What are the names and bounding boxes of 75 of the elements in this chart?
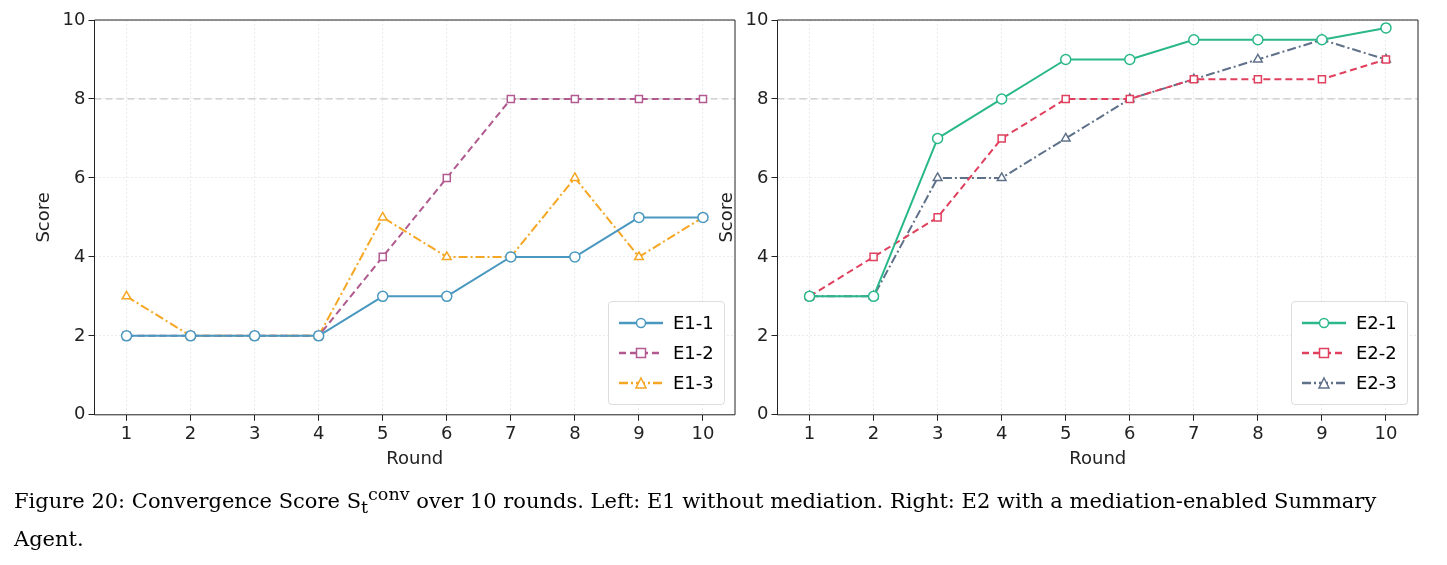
point — [997, 134, 1006, 143]
point — [442, 173, 452, 183]
y-tick-label: 6 — [757, 165, 769, 187]
point — [569, 172, 580, 182]
point — [1380, 22, 1392, 34]
point — [1061, 94, 1071, 104]
point — [1317, 74, 1327, 84]
point — [1252, 33, 1264, 46]
point — [378, 252, 388, 262]
x-axis-title: Round — [386, 446, 444, 468]
point — [869, 252, 878, 262]
point — [634, 94, 644, 104]
point — [441, 251, 452, 261]
y-tick-label: 0 — [74, 402, 86, 424]
point — [995, 93, 1008, 105]
x-tick-label: 5 — [1060, 422, 1072, 444]
y-axis-title: Score — [32, 192, 54, 243]
x-tick-label: 8 — [1252, 422, 1264, 444]
text: Figure 20: Convergence Score S$_{t}$$^{conv}$ over 10 rounds. Left: E1 without mediation. Right: E2 with a mediation-enabled Summary Agent. — [14, 484, 1377, 552]
point — [121, 290, 132, 300]
x-tick-label: 6 — [1124, 422, 1136, 444]
point — [931, 132, 944, 145]
point — [1253, 74, 1263, 84]
x-axis-title: Round — [1069, 446, 1127, 468]
x-tick-label: 7 — [1188, 422, 1200, 444]
legend-label: E1-2 — [673, 342, 714, 364]
y-tick-label: 2 — [74, 323, 86, 345]
legend-label: E2-3 — [1356, 372, 1397, 394]
y-tick-label: 6 — [74, 165, 86, 187]
y-tick-label: 4 — [74, 244, 86, 266]
legend-label: E1-1 — [673, 312, 714, 334]
point — [633, 251, 645, 261]
x-tick-label: 6 — [441, 422, 453, 444]
x-tick-label: 4 — [312, 422, 325, 444]
legend-label: E2-2 — [1356, 342, 1397, 364]
point — [933, 213, 942, 222]
point — [1059, 53, 1072, 66]
point — [570, 94, 580, 104]
y-tick-label: 10 — [745, 7, 769, 29]
point — [376, 290, 389, 303]
x-tick-label: 10 — [691, 422, 715, 444]
point — [996, 172, 1007, 182]
y-tick-label: 8 — [757, 86, 769, 108]
legend-label: E2-1 — [1356, 312, 1397, 334]
point — [441, 290, 453, 303]
x-tick-label: 3 — [248, 422, 261, 444]
y-tick-label: 4 — [757, 244, 769, 266]
x-tick-label: 8 — [569, 422, 581, 444]
y-tick-label: 10 — [62, 7, 86, 29]
x-tick-label: 2 — [867, 422, 880, 444]
x-tick-label: 4 — [995, 422, 1008, 444]
y-tick-label: 2 — [757, 323, 769, 345]
point — [569, 251, 581, 263]
point — [506, 94, 516, 104]
y-tick-label: 8 — [74, 86, 86, 108]
point — [1188, 33, 1200, 46]
point — [698, 94, 708, 104]
point — [633, 211, 645, 224]
x-tick-label: 3 — [931, 422, 944, 444]
y-tick-label: 0 — [757, 402, 769, 424]
x-tick-label: 2 — [184, 422, 197, 444]
point — [1060, 132, 1071, 142]
x-tick-label: 9 — [1316, 422, 1328, 444]
point — [932, 172, 943, 182]
x-tick-label: 10 — [1374, 422, 1398, 444]
point — [1252, 53, 1263, 63]
x-tick-label: 9 — [633, 422, 645, 444]
x-tick-label: 1 — [803, 422, 816, 444]
x-tick-label: 7 — [505, 422, 517, 444]
x-tick-label: 1 — [120, 422, 133, 444]
y-axis-title: Score — [715, 192, 737, 243]
point — [1124, 53, 1136, 66]
x-tick-label: 5 — [377, 422, 389, 444]
legend-label: E1-3 — [673, 372, 714, 394]
point — [377, 211, 388, 221]
